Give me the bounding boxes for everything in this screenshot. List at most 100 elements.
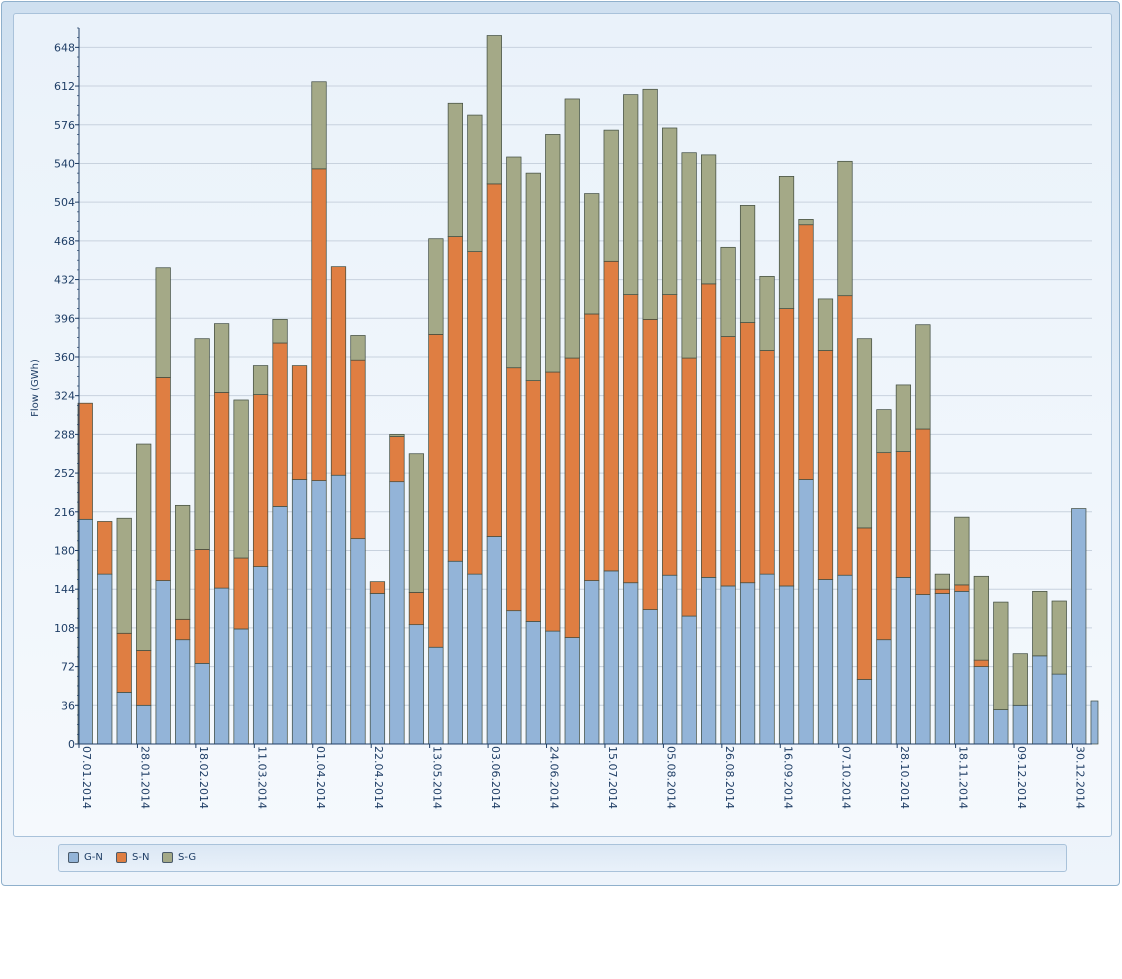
bar-s-n	[155, 377, 171, 581]
y-tick-label: 36	[61, 699, 75, 712]
bar-s-g	[856, 338, 873, 529]
bar-s-n	[369, 581, 386, 594]
bar-s-g	[934, 573, 950, 590]
y-tick-label: 216	[54, 506, 75, 519]
bar-s-g	[350, 335, 366, 361]
bar-s-g	[155, 267, 171, 378]
legend-label-gn: G-N	[84, 852, 103, 863]
bar-g-n	[155, 580, 171, 745]
bar-s-g	[467, 114, 483, 252]
bar-s-n	[973, 659, 989, 667]
bar-s-n	[525, 380, 541, 622]
bar-s-g	[194, 338, 210, 550]
bar-s-n	[77, 402, 93, 520]
bar-s-n	[136, 650, 152, 706]
bar-s-g	[739, 205, 756, 323]
y-tick-label: 180	[54, 544, 75, 557]
bar-s-g	[136, 443, 152, 651]
x-tick-label: 11.03.2014	[255, 746, 268, 809]
bar-s-n	[837, 295, 853, 576]
bar-g-n	[506, 610, 522, 745]
bar-s-g	[837, 160, 853, 297]
bar-g-n	[739, 582, 756, 745]
y-tick-label: 72	[61, 661, 75, 674]
bar-s-g	[1051, 600, 1067, 675]
bar-s-g	[701, 154, 717, 285]
bar-s-n	[97, 521, 113, 575]
x-tick-label: 13.05.2014	[431, 746, 444, 809]
bar-g-n	[408, 624, 425, 745]
bar-s-g	[915, 324, 931, 430]
bar-s-g	[584, 193, 600, 315]
bar-s-g	[603, 129, 619, 262]
bar-s-n	[194, 549, 210, 664]
bar-s-g	[973, 575, 989, 661]
bar-s-g	[252, 365, 269, 395]
bar-s-n	[467, 251, 483, 575]
bar-g-n	[486, 536, 502, 745]
bar-g-n	[545, 630, 561, 745]
bar-s-n	[876, 452, 892, 641]
bar-s-g	[214, 323, 230, 393]
bar-g-n	[564, 637, 580, 745]
bar-s-n	[817, 350, 834, 580]
bar-s-n	[856, 527, 873, 680]
bar-s-g	[175, 504, 191, 620]
x-tick-label: 18.02.2014	[197, 746, 210, 809]
bars	[77, 35, 1099, 745]
bar-s-g	[116, 517, 132, 634]
bar-g-n	[252, 566, 269, 745]
bar-s-g	[720, 246, 736, 337]
bar-s-g	[233, 399, 249, 559]
bar-s-g	[642, 88, 658, 320]
bar-s-g	[681, 152, 697, 359]
bar-g-n	[77, 518, 93, 745]
bar-s-n	[291, 365, 308, 480]
bar-s-n	[798, 224, 814, 480]
bar-s-g	[564, 98, 580, 359]
bar-g-n	[1012, 704, 1028, 745]
bar-g-n	[428, 646, 444, 745]
bar-s-g	[778, 176, 795, 309]
bar-g-n	[389, 481, 405, 745]
bar-g-n	[817, 579, 834, 745]
bar-g-n	[681, 615, 697, 745]
bar-s-n	[954, 584, 970, 592]
bar-s-n	[252, 394, 269, 567]
bar-s-n	[564, 357, 580, 638]
bar-g-n	[525, 621, 541, 745]
y-tick-label: 396	[54, 312, 75, 325]
x-tick-label: 16.09.2014	[781, 746, 794, 809]
bar-g-n	[915, 594, 931, 745]
bar-s-n	[233, 557, 249, 630]
legend-label-sg: S-G	[178, 852, 197, 863]
bar-g-n	[778, 585, 795, 745]
bar-s-g	[798, 219, 814, 226]
bar-s-n	[739, 322, 756, 584]
y-axis-label: Flow (GWh)	[30, 359, 41, 417]
bar-s-n	[603, 260, 619, 572]
bar-g-n	[350, 538, 366, 745]
bar-g-n	[136, 704, 152, 745]
bar-s-n	[584, 313, 600, 581]
x-tick-label: 05.08.2014	[664, 746, 677, 809]
bar-g-n	[311, 480, 327, 745]
x-tick-label: 18.11.2014	[957, 746, 970, 809]
bar-s-n	[447, 236, 463, 562]
bar-g-n	[214, 587, 230, 745]
bar-s-g	[1032, 590, 1048, 657]
y-tick-label: 360	[54, 351, 75, 364]
bar-g-n	[116, 692, 132, 745]
legend-label-sn: S-N	[132, 852, 150, 863]
bar-s-n	[662, 294, 678, 576]
legend-swatch-sg	[162, 852, 173, 863]
bar-g-n	[369, 593, 386, 745]
y-tick-label: 540	[54, 157, 75, 170]
bar-g-n	[876, 639, 892, 745]
bar-g-n	[954, 590, 970, 745]
bar-s-n	[486, 183, 502, 537]
x-tick-label: 28.01.2014	[138, 746, 151, 809]
bar-s-n	[778, 308, 795, 587]
axes: 0 36 72 108 144 180 216 252 288 324 360 396 432 468 50…	[54, 27, 1092, 809]
